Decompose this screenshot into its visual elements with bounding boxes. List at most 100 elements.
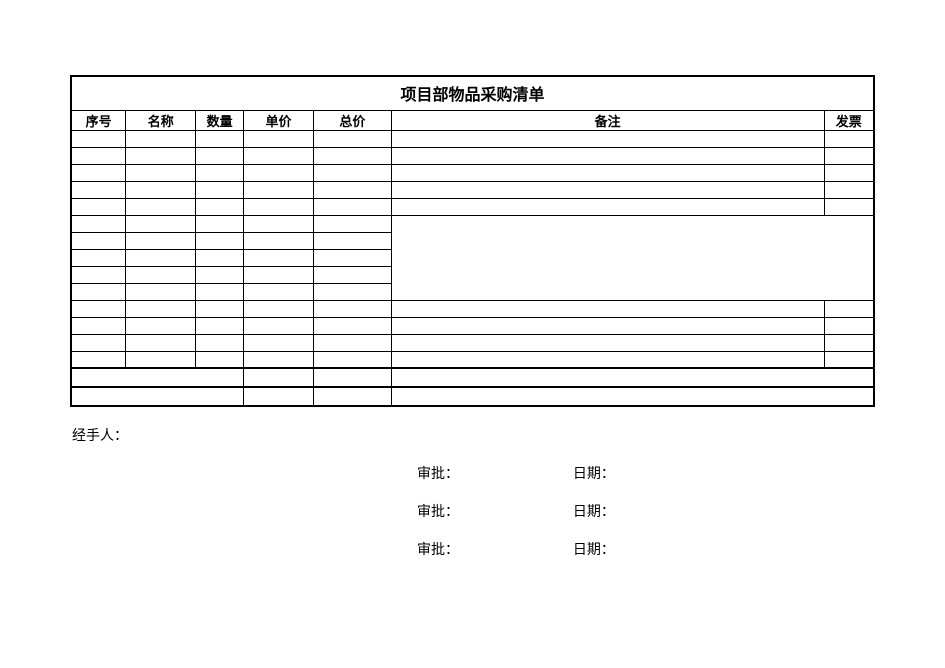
summary-row (71, 387, 874, 406)
cell (391, 351, 824, 368)
cell (126, 266, 196, 283)
cell (196, 351, 244, 368)
summary-cell (71, 368, 244, 387)
cell (313, 130, 391, 147)
merged-note-block (391, 215, 874, 300)
cell (126, 147, 196, 164)
col-header-price: 单价 (244, 110, 314, 130)
col-header-name: 名称 (126, 110, 196, 130)
cell (71, 215, 126, 232)
summary-cell (244, 368, 314, 387)
cell (71, 130, 126, 147)
table-title: 项目部物品采购清单 (71, 76, 874, 110)
cell (196, 300, 244, 317)
header-row: 序号 名称 数量 单价 总价 备注 发票 (71, 110, 874, 130)
cell (196, 266, 244, 283)
cell (196, 147, 244, 164)
table-row (71, 147, 874, 164)
cell (126, 232, 196, 249)
col-header-inv: 发票 (824, 110, 874, 130)
summary-cell (71, 387, 244, 406)
summary-cell (391, 368, 874, 387)
cell (824, 300, 874, 317)
cell (71, 283, 126, 300)
col-header-seq: 序号 (71, 110, 126, 130)
cell (313, 283, 391, 300)
col-header-qty: 数量 (196, 110, 244, 130)
table-row (71, 164, 874, 181)
cell (196, 181, 244, 198)
page-container: 项目部物品采购清单 序号 名称 数量 单价 总价 备注 发票 (0, 0, 945, 617)
cell (126, 334, 196, 351)
cell (244, 266, 314, 283)
cell (244, 334, 314, 351)
cell (391, 317, 824, 334)
date-label: 日期： (573, 463, 615, 483)
cell (244, 317, 314, 334)
cell (244, 215, 314, 232)
summary-cell (313, 368, 391, 387)
cell (126, 283, 196, 300)
cell (244, 198, 314, 215)
cell (824, 334, 874, 351)
summary-row (71, 368, 874, 387)
cell (391, 164, 824, 181)
cell (126, 351, 196, 368)
signature-area: 经手人： 审批： 日期： 审批： 日期： 审批： 日期： (70, 425, 875, 559)
cell (244, 181, 314, 198)
cell (196, 334, 244, 351)
cell (126, 317, 196, 334)
table-row (71, 198, 874, 215)
table-row (71, 334, 874, 351)
cell (391, 334, 824, 351)
cell (126, 198, 196, 215)
cell (824, 198, 874, 215)
cell (126, 130, 196, 147)
cell (313, 249, 391, 266)
cell (71, 317, 126, 334)
cell (313, 317, 391, 334)
cell (313, 334, 391, 351)
table-row (71, 300, 874, 317)
cell (126, 249, 196, 266)
cell (313, 198, 391, 215)
approval-line-3: 审批： 日期： (417, 539, 875, 559)
handler-label: 经手人： (72, 425, 875, 445)
cell (196, 164, 244, 181)
cell (71, 249, 126, 266)
cell (313, 300, 391, 317)
cell (313, 215, 391, 232)
cell (391, 147, 824, 164)
cell (244, 300, 314, 317)
cell (244, 283, 314, 300)
cell (824, 181, 874, 198)
cell (244, 232, 314, 249)
date-label: 日期： (573, 539, 615, 559)
cell (71, 198, 126, 215)
approval-block: 审批： 日期： 审批： 日期： 审批： 日期： (417, 463, 875, 559)
cell (71, 164, 126, 181)
cell (824, 164, 874, 181)
cell (313, 232, 391, 249)
table-row (71, 317, 874, 334)
cell (71, 334, 126, 351)
cell (824, 147, 874, 164)
cell (126, 181, 196, 198)
approval-line-1: 审批： 日期： (417, 463, 875, 483)
purchase-table: 项目部物品采购清单 序号 名称 数量 单价 总价 备注 发票 (70, 75, 875, 407)
approval-line-2: 审批： 日期： (417, 501, 875, 521)
cell (71, 147, 126, 164)
cell (313, 266, 391, 283)
cell (126, 164, 196, 181)
cell (391, 130, 824, 147)
cell (313, 181, 391, 198)
col-header-note: 备注 (391, 110, 824, 130)
cell (391, 198, 824, 215)
approval-label: 审批： (417, 465, 459, 481)
col-header-total: 总价 (313, 110, 391, 130)
cell (391, 181, 824, 198)
cell (824, 130, 874, 147)
cell (313, 351, 391, 368)
cell (71, 300, 126, 317)
cell (71, 181, 126, 198)
